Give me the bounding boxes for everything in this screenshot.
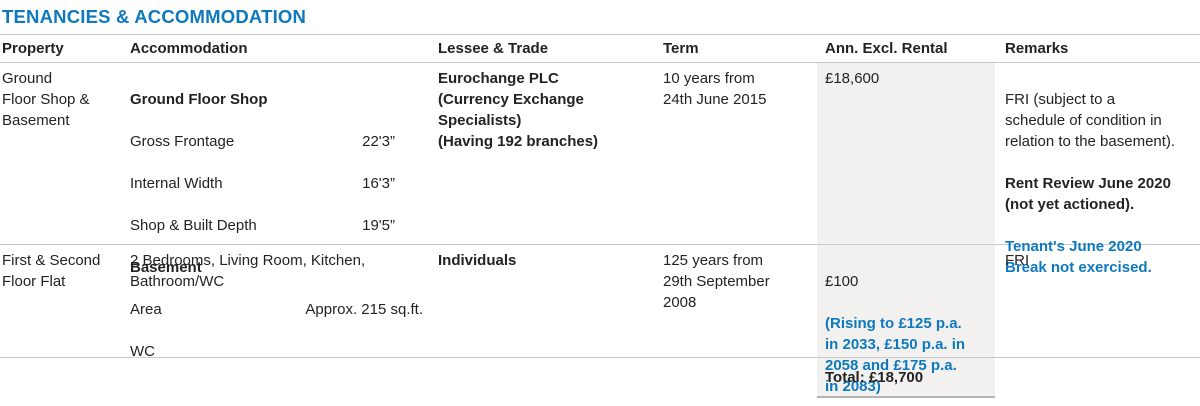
remarks-text: FRI (subject to a schedule of condition … bbox=[1005, 91, 1176, 150]
row1-accommodation: Ground Floor Shop Gross Frontage 22'3” I… bbox=[130, 68, 430, 383]
dimension-label: Gross Frontage bbox=[130, 133, 235, 150]
remarks-rent-review: Rent Review June 2020 (not yet actioned)… bbox=[1005, 175, 1171, 213]
title-divider bbox=[0, 34, 1200, 35]
area-value: Approx. 215 sq.ft. bbox=[305, 301, 423, 318]
total-divider bbox=[0, 357, 1200, 358]
accommodation-subheading: Basement bbox=[130, 259, 202, 276]
accommodation-extra: WC bbox=[130, 343, 155, 360]
row-divider bbox=[0, 244, 1200, 245]
column-header-accommodation: Accommodation bbox=[130, 40, 248, 57]
remarks-break-clause: Tenant's June 2020 Break not exercised. bbox=[1005, 238, 1152, 276]
column-header-rental: Ann. Excl. Rental bbox=[825, 40, 948, 57]
accommodation-heading: Ground Floor Shop bbox=[130, 91, 268, 108]
dimension-value: 16'3” bbox=[362, 175, 395, 192]
rental-column-background bbox=[817, 63, 995, 398]
row2-remarks: FRI bbox=[1005, 252, 1030, 269]
column-header-property: Property bbox=[2, 40, 64, 57]
row2-accommodation: 2 Bedrooms, Living Room, Kitchen, Bathro… bbox=[130, 252, 366, 290]
row1-remarks: FRI (subject to a schedule of condition … bbox=[1005, 68, 1200, 299]
row1-property: Ground Floor Shop & Basement bbox=[2, 70, 90, 129]
row2-rental: £100 (Rising to £125 p.a. in 2033, £150 … bbox=[825, 250, 993, 406]
dimension-row: Gross Frontage 22'3” bbox=[130, 131, 395, 152]
dimension-row: Internal Width 16'3” bbox=[130, 173, 395, 194]
header-divider bbox=[0, 62, 1200, 63]
row2-term: 125 years from 29th September 2008 bbox=[663, 252, 770, 311]
row1-rental: £18,600 bbox=[825, 70, 880, 87]
rental-escalation-note: (Rising to £125 p.a. in 2033, £150 p.a. … bbox=[825, 315, 966, 395]
area-row: Area Approx. 215 sq.ft. bbox=[130, 299, 423, 320]
dimension-label: Shop & Built Depth bbox=[130, 217, 257, 234]
dimension-value: 19'5” bbox=[362, 217, 395, 234]
row1-term: 10 years from 24th June 2015 bbox=[663, 70, 767, 108]
column-header-remarks: Remarks bbox=[1005, 40, 1069, 57]
column-header-lessee-trade: Lessee & Trade bbox=[438, 40, 549, 57]
row2-lessee-trade: Individuals bbox=[438, 252, 517, 269]
area-label: Area bbox=[130, 301, 162, 318]
rental-total: Total: £18,700 bbox=[825, 369, 924, 386]
dimension-value: 22'3” bbox=[362, 133, 395, 150]
dimension-row: Shop & Built Depth 19'5” bbox=[130, 215, 395, 236]
page-title: TENANCIES & ACCOMMODATION bbox=[2, 6, 307, 27]
rental-amount: £100 bbox=[825, 273, 859, 290]
column-header-term: Term bbox=[663, 40, 699, 57]
row1-lessee-trade: Eurochange PLC (Currency Exchange Specia… bbox=[438, 70, 599, 150]
dimension-label: Internal Width bbox=[130, 175, 223, 192]
row2-property: First & Second Floor Flat bbox=[2, 252, 101, 290]
